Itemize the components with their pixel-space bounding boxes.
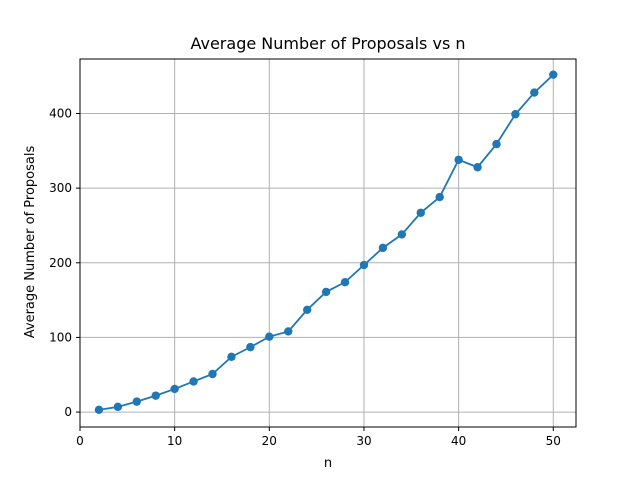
chart-title: Average Number of Proposals vs n	[190, 34, 465, 53]
data-point	[397, 230, 407, 239]
y-axis-label: Average Number of Proposals	[23, 146, 38, 339]
data-point	[208, 369, 217, 379]
data-point	[359, 260, 369, 270]
grid-lines	[79, 59, 576, 427]
y-tick-label: 100	[49, 330, 72, 344]
data-point	[284, 327, 293, 336]
data-point	[246, 342, 255, 352]
data-point	[132, 397, 141, 406]
y-tick-label: 200	[49, 256, 72, 270]
x-tick-label: 50	[546, 434, 561, 448]
data-point	[530, 88, 539, 97]
x-tick-label: 10	[167, 434, 182, 448]
axis-ticks: 0 10 20 30 40 50 0 100 200 300 400	[49, 106, 561, 448]
plot-frame	[79, 58, 577, 428]
y-tick-label: 0	[64, 405, 72, 419]
x-tick-label: 40	[451, 434, 466, 448]
data-point	[492, 139, 501, 149]
series-layer	[94, 70, 558, 415]
x-tick-label: 30	[356, 434, 371, 448]
data-point	[151, 391, 160, 400]
data-point	[170, 384, 179, 394]
data-point	[113, 402, 123, 412]
y-tick-label: 300	[49, 181, 72, 195]
data-point	[189, 377, 198, 386]
data-point	[511, 110, 520, 119]
data-point	[227, 352, 236, 362]
data-point	[454, 155, 463, 164]
data-point	[435, 192, 444, 202]
data-point	[416, 208, 425, 217]
data-point	[340, 277, 350, 287]
data-point	[302, 305, 312, 315]
data-point	[549, 70, 558, 79]
data-point	[265, 332, 274, 341]
data-point	[94, 405, 104, 415]
y-tick-label: 400	[49, 106, 72, 120]
data-point	[473, 163, 482, 172]
data-point	[321, 287, 331, 297]
x-tick-label: 20	[262, 434, 277, 448]
x-axis-label: n	[324, 456, 332, 471]
data-point	[378, 243, 388, 253]
x-tick-label: 0	[76, 434, 84, 448]
